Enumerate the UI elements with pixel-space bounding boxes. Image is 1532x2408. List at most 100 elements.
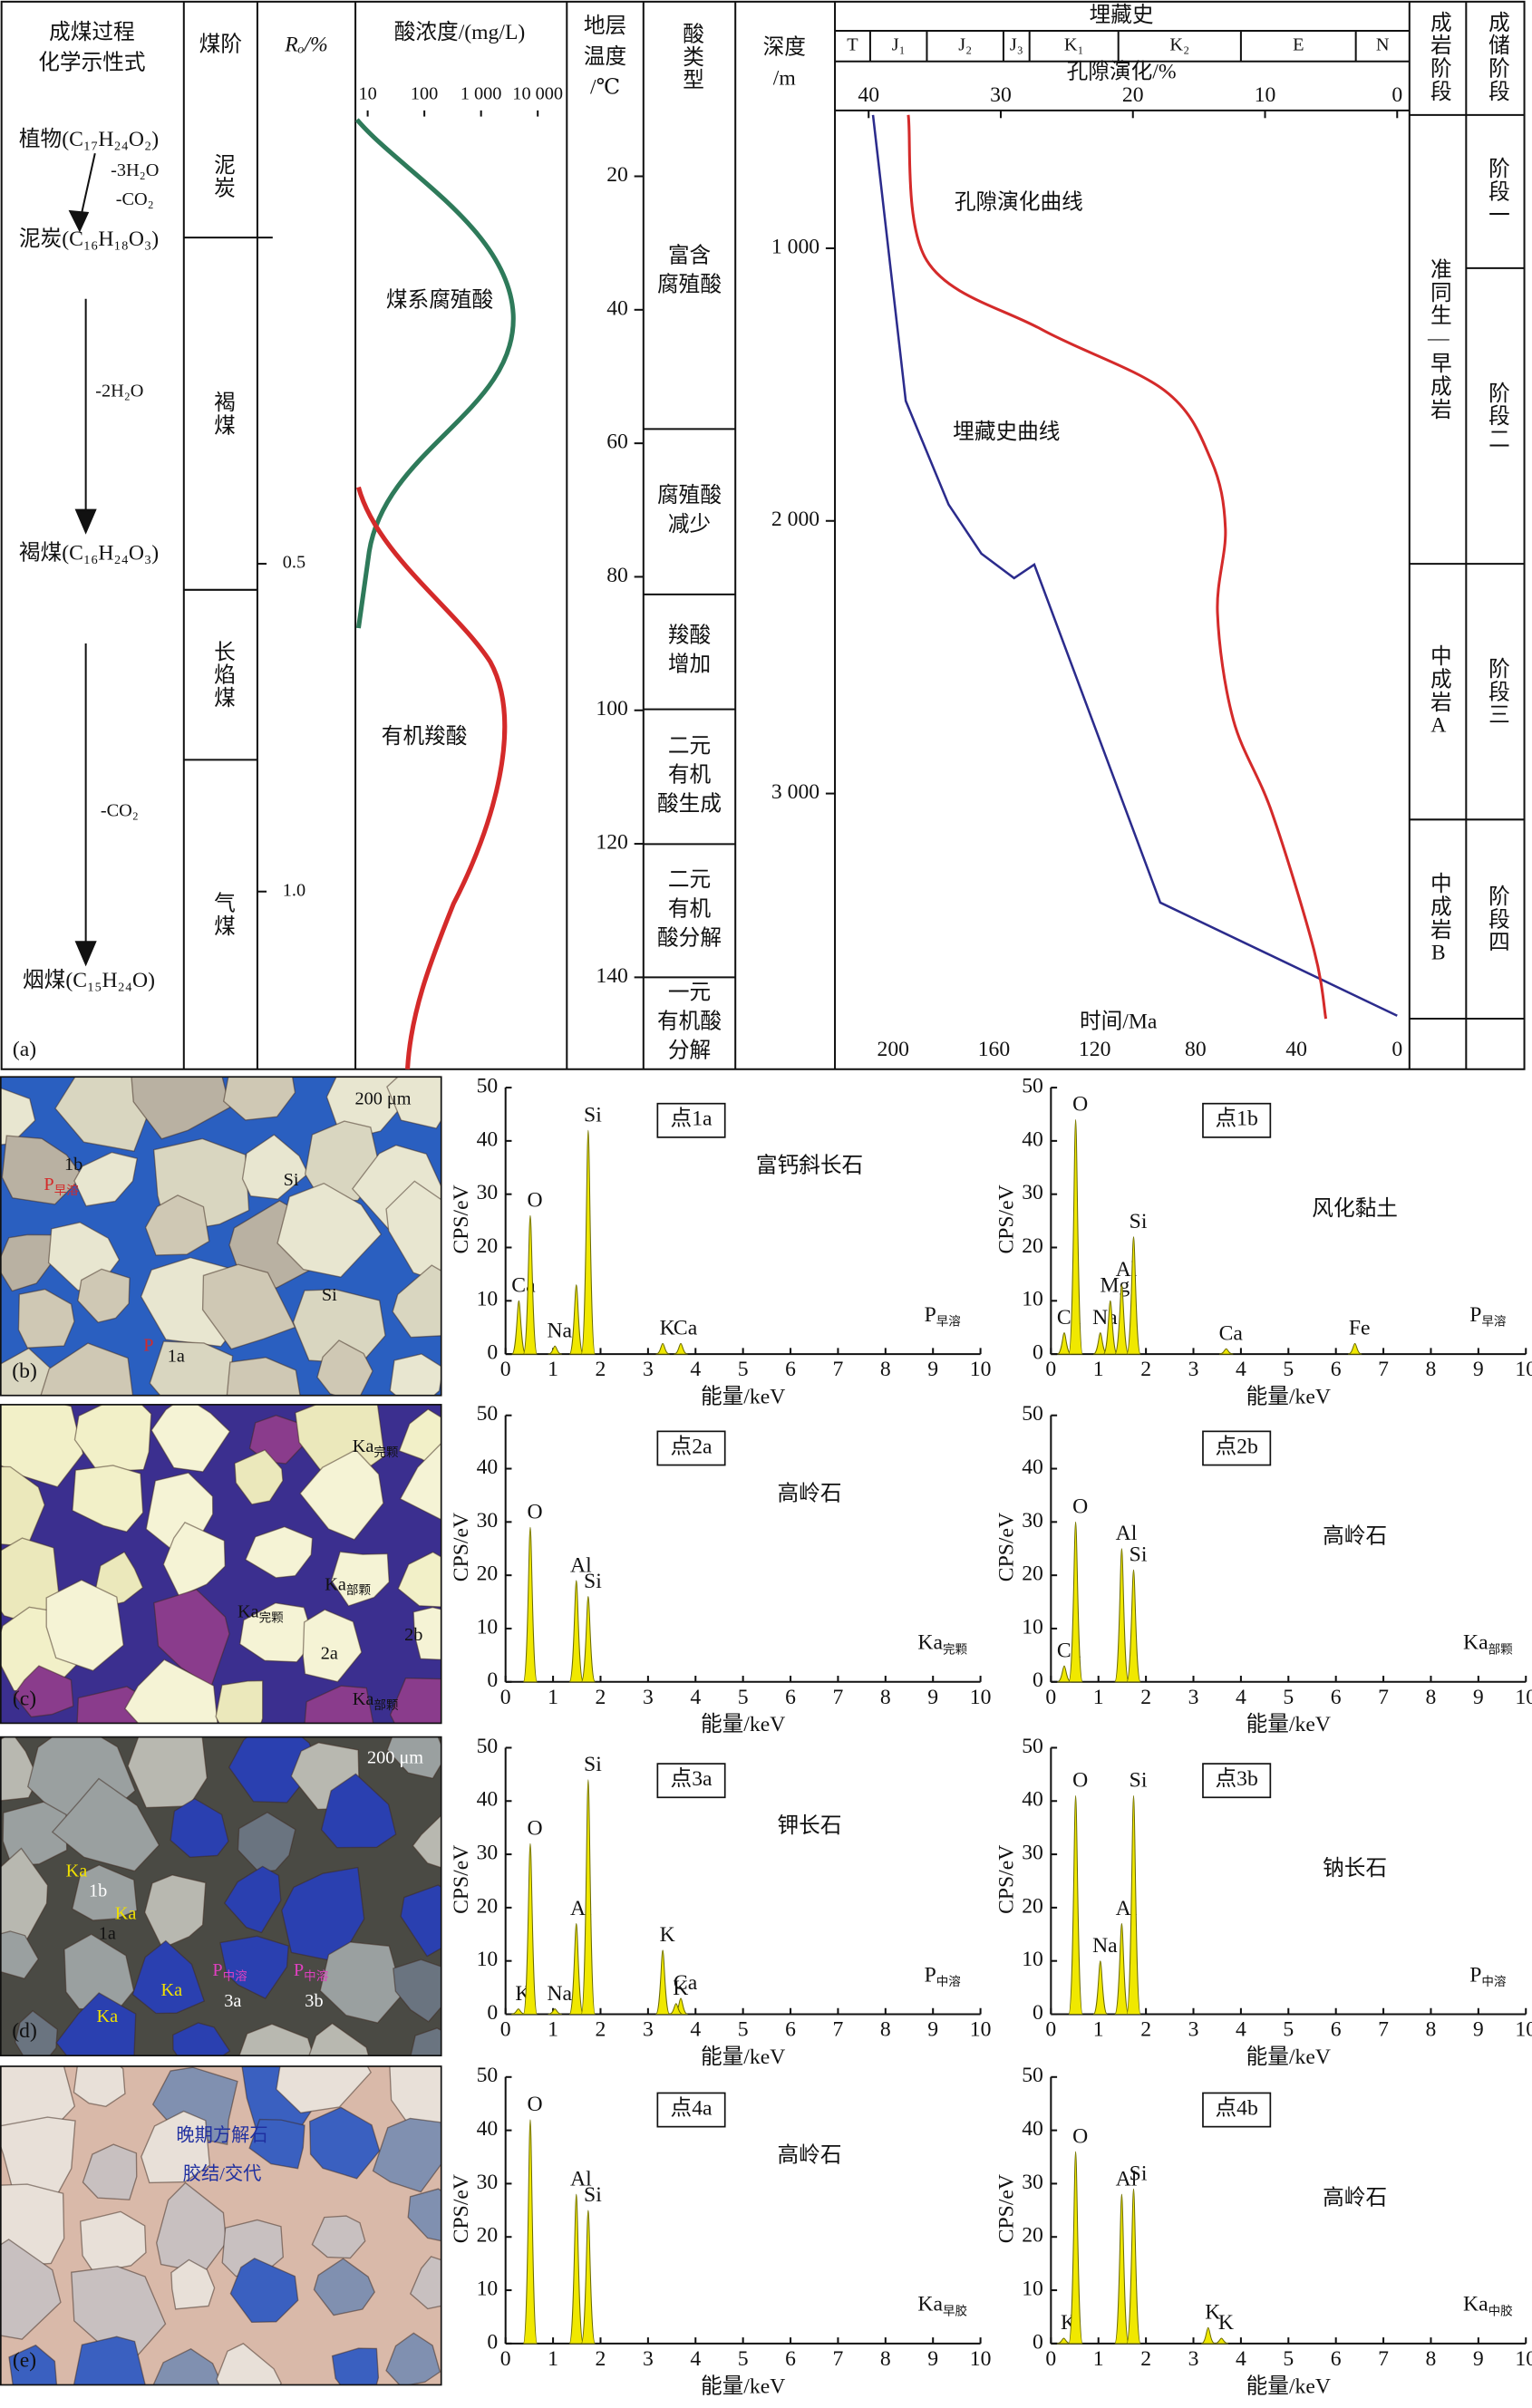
photo-label-text: Ka [96, 2007, 118, 2026]
grain [330, 1551, 390, 1607]
arrow-head [68, 209, 90, 233]
depth-tick-label: 1 000 [771, 235, 819, 258]
time-tick-label: 0 [1391, 1038, 1402, 1061]
grain [124, 1659, 218, 1724]
spectrum: 0 10 20 30 40 50 0 1 2 3 4 5 6 7 8 9 10 CPS/eV 能量/keV Ca O Na… [450, 1074, 992, 1408]
sample-tag-sub: 早胶 [943, 2304, 967, 2318]
photo-frame [0, 1736, 442, 2056]
header: 埋藏史 [1090, 3, 1154, 27]
y-tick-label: 30 [477, 1509, 499, 1533]
peak-label: O [527, 1500, 542, 1523]
y-tick-label: 10 [477, 2277, 499, 2300]
grain [1, 1135, 84, 1205]
peak [674, 1342, 688, 1355]
x-tick-label: 8 [880, 2347, 891, 2371]
grain [0, 1233, 54, 1292]
peak-label: O [527, 2093, 542, 2116]
spectrum: 01020304050012345678910CPS/eV能量/keVONaAl… [994, 1735, 1532, 2069]
x-tick-label: 7 [1378, 1686, 1389, 1709]
peak-label: O [1072, 2124, 1088, 2148]
x-tick-label: 1 [1093, 2347, 1104, 2371]
column-lines [182, 1, 1525, 1069]
photo-label-text: Si [284, 1170, 299, 1190]
grain [276, 1182, 383, 1278]
x-tick-label: 0 [500, 2347, 511, 2371]
photo-label-text: Ka [238, 1601, 259, 1621]
grain [8, 2344, 58, 2385]
photo-label-sub: 完颗 [259, 1611, 285, 1625]
formula: 褐煤(C₁₆H₂₄O₃) [19, 540, 159, 565]
loss-label: -3H₂O [111, 160, 159, 180]
axis-label: 时间/Ma [1080, 1010, 1158, 1034]
grain [55, 1992, 137, 2056]
y-tick-label: 10 [1022, 1288, 1043, 1311]
grain [397, 1551, 441, 1608]
photo-label: Ka完颗 [238, 1601, 284, 1624]
x-tick-label: 0 [500, 2018, 511, 2042]
peak [1218, 1348, 1234, 1355]
x-tick-label: 2 [596, 1686, 606, 1709]
x-tick-label: 0 [500, 1358, 511, 1381]
depth-tick-label: 2 000 [771, 508, 819, 531]
point-box [656, 1102, 726, 1138]
temp-tick-label: 40 [606, 296, 628, 320]
loss-label: -2H₂O [95, 381, 143, 401]
peak [1126, 1236, 1141, 1355]
photo-label-sub: 完颗 [373, 1446, 399, 1459]
x-axis-label: 能量/keV [701, 1712, 785, 1736]
peak-label: Si [1130, 1769, 1148, 1793]
photo-label: 1b [89, 1881, 107, 1900]
x-tick-label: 4 [690, 1686, 701, 1709]
x-tick-label: 10 [970, 1686, 992, 1709]
photo-label-text: 2a [321, 1643, 338, 1663]
x-tick-label: 6 [785, 1358, 796, 1381]
sample-tag-text: P [1469, 1303, 1481, 1327]
x-axis-label: 能量/keV [701, 2045, 785, 2069]
x-tick-label: 4 [690, 1358, 701, 1381]
peak [522, 1842, 538, 2016]
grain [238, 2023, 315, 2056]
grain [73, 1151, 139, 1207]
y-axis-label: CPS/eV [450, 2174, 473, 2243]
x-tick-label: 2 [596, 1358, 606, 1381]
photo-label-text: Ka [160, 1980, 182, 2000]
acid-type: 酸分解 [657, 925, 722, 950]
x-tick-label: 7 [833, 1686, 844, 1709]
sample-tag: Ka早胶 [917, 2293, 967, 2317]
acid-type: 有机 [668, 762, 712, 787]
grain [311, 2215, 366, 2259]
x-tick-label: 8 [1426, 2347, 1437, 2371]
peak [580, 2210, 596, 2345]
grain [389, 1353, 441, 1396]
spectrum: 0 10 20 30 40 50 0 1 2 3 4 5 6 7 8 9 10 CPS/eV 能量/keV K O AlS… [994, 2064, 1532, 2398]
photo-label: 1a [168, 1346, 185, 1366]
sample-tag-text: Ka [1463, 2293, 1488, 2316]
peak [1347, 1342, 1362, 1355]
y-tick-label: 50 [1022, 1402, 1043, 1426]
grain [201, 1263, 296, 1350]
y-tick-label: 0 [1033, 2330, 1043, 2354]
point-box [1202, 1102, 1272, 1138]
photo-image [0, 1077, 441, 1396]
x-tick-label: 6 [1331, 2018, 1342, 2042]
x-tick-label: 4 [1236, 1358, 1246, 1381]
coal-rank: 褐煤 [210, 391, 236, 437]
y-axis-label: CPS/eV [994, 1513, 1018, 1581]
header: 成岩阶段 [1427, 11, 1452, 103]
x-tick-label: 7 [833, 2018, 844, 2042]
x-tick-label: 0 [500, 1686, 511, 1709]
panel-label: (c) [13, 1687, 36, 1710]
peak [1068, 1521, 1083, 1683]
grain [172, 2022, 231, 2056]
x-tick-label: 9 [1473, 1686, 1484, 1709]
grain [223, 1077, 296, 1121]
grain [407, 2188, 441, 2242]
acid-type: 二元 [668, 734, 711, 758]
x-tick-label: 3 [643, 2347, 654, 2371]
photo-label-text: Ka [353, 1436, 374, 1456]
y-tick-label: 50 [1022, 2064, 1043, 2087]
point-label: 点1a [671, 1107, 713, 1131]
y-tick-label: 20 [477, 1562, 499, 1586]
peak [1057, 1665, 1071, 1683]
grain [412, 1606, 441, 1660]
